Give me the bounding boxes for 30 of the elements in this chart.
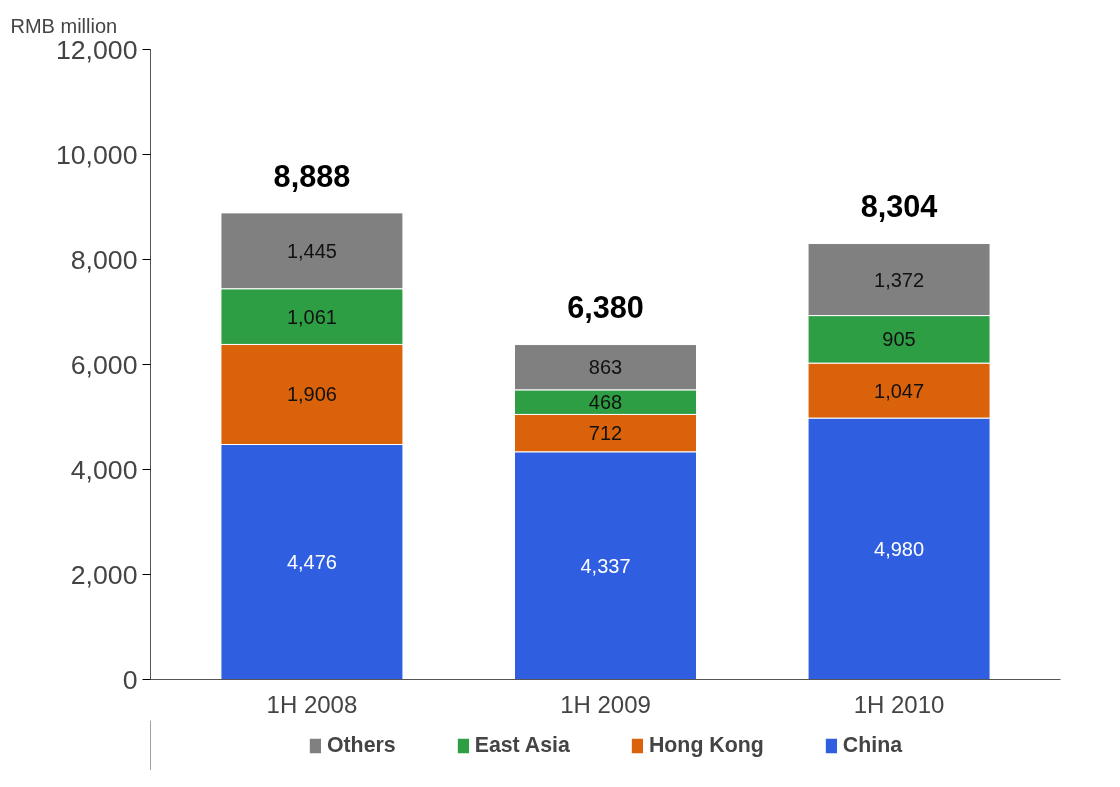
x-tick-label: 1H 2009: [560, 690, 651, 718]
x-tick-label: 1H 2008: [266, 690, 358, 718]
text: 863: [588, 356, 623, 379]
y-tick-label: 12,000: [55, 34, 138, 65]
y-tick-label: 8,000: [70, 244, 138, 275]
text: 712: [588, 422, 623, 445]
text: 1,445: [286, 239, 337, 262]
total-label: 8,888: [273, 158, 351, 193]
text: 4,980: [874, 537, 925, 560]
text: 1,372: [874, 268, 925, 291]
text: 1,061: [286, 305, 337, 328]
legend-label: Others: [326, 732, 396, 758]
y-tick-label: 2,000: [70, 559, 138, 590]
text: 1,906: [286, 383, 337, 406]
y-tick-label: 6,000: [70, 349, 138, 380]
total-label: 6,380: [567, 290, 644, 325]
total-label: 8,304: [860, 189, 938, 224]
x-tick-label: 1H 2010: [853, 690, 945, 718]
y-tick-label: 4,000: [70, 454, 138, 485]
y-axis-title: RMB million: [10, 15, 118, 37]
text: 905: [882, 328, 916, 351]
y-tick-label: 10,000: [55, 139, 138, 170]
text: 4,337: [580, 554, 631, 577]
y-tick-label: 0: [122, 664, 138, 695]
text: 4,476: [286, 551, 337, 574]
legend-label: China: [842, 732, 903, 758]
text: 468: [588, 391, 623, 414]
text: 1,047: [874, 379, 925, 402]
legend-label: Hong Kong: [648, 732, 764, 758]
legend-label: East Asia: [474, 732, 570, 758]
